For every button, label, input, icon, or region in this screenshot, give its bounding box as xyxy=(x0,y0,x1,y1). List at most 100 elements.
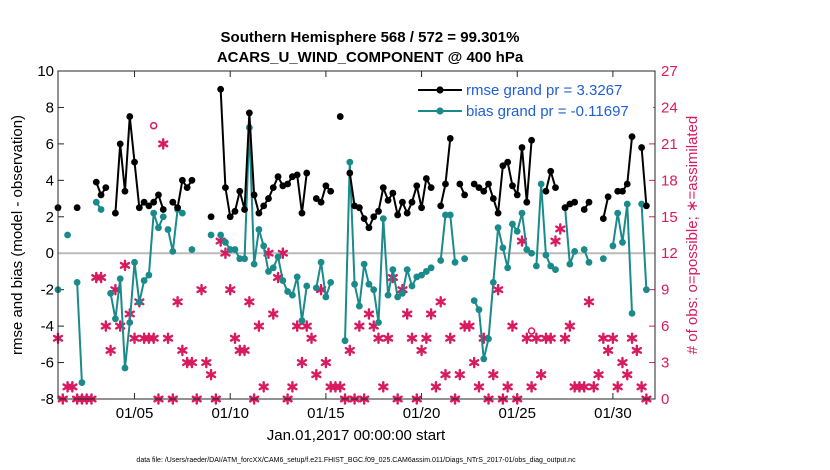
obs-assimilated-marker xyxy=(373,332,384,345)
bias-point xyxy=(504,264,512,272)
bias-line-segment xyxy=(76,282,83,383)
bias-point xyxy=(341,337,349,345)
y-tick-label: -8 xyxy=(41,391,54,408)
obs-asterisk-stroke xyxy=(440,371,451,379)
rmse-point xyxy=(642,202,650,210)
right-axis: 0 3 6 9 12 15 18 21 24 27 xyxy=(649,63,678,408)
obs-possible-marker xyxy=(527,327,536,335)
obs-asterisk-stroke xyxy=(622,371,633,379)
obs-asterisk-stroke xyxy=(172,298,183,306)
bias-point xyxy=(389,266,397,274)
obs-assimilated-marker xyxy=(617,356,628,369)
bias-point xyxy=(609,242,617,250)
rmse-point xyxy=(274,173,282,181)
obs-asterisk-stroke xyxy=(579,383,590,391)
bias-point xyxy=(370,286,378,294)
rmse-point xyxy=(140,198,148,206)
obs-assimilated-marker xyxy=(564,320,576,332)
rmse-point xyxy=(379,184,387,192)
bias-point xyxy=(571,248,579,255)
rmse-point xyxy=(360,215,368,223)
rmse-point xyxy=(523,198,531,206)
obs-asterisk-stroke xyxy=(430,383,442,391)
rmse-point xyxy=(178,176,186,184)
rmse-point xyxy=(599,215,607,223)
obs-asterisk-stroke xyxy=(368,322,379,330)
obs-asterisk-stroke xyxy=(205,371,217,379)
obs-asterisk-stroke xyxy=(186,359,198,367)
y-tick-label: 10 xyxy=(37,63,54,80)
rmse-point xyxy=(260,202,268,210)
rmse-point xyxy=(461,191,469,199)
rmse-point xyxy=(389,189,397,197)
obs-asterisk-stroke xyxy=(119,261,131,269)
y-tick-label: -6 xyxy=(41,355,54,372)
rmse-point xyxy=(102,184,110,192)
obs-assimilated-marker xyxy=(162,332,174,345)
legend-box xyxy=(412,82,653,122)
obs-assimilated-marker xyxy=(287,381,298,393)
obs-asterisk-stroke xyxy=(564,322,576,330)
obs-asterisk-stroke xyxy=(550,237,561,245)
rmse-point xyxy=(169,198,177,206)
bias-point xyxy=(327,278,335,286)
y-tick-label: -2 xyxy=(41,282,54,299)
bias-point xyxy=(351,280,358,288)
rmse-point xyxy=(217,85,225,93)
obs-assimilated-marker xyxy=(492,283,504,296)
obs-assimilated-marker xyxy=(105,344,116,357)
obs-asterisk-stroke xyxy=(468,359,480,367)
rmse-point xyxy=(604,193,612,201)
obs-assimilated-marker xyxy=(344,344,355,357)
x-axis: 01/05 01/10 01/15 01/20 01/25 01/30 xyxy=(116,71,632,422)
bias-point xyxy=(126,319,134,326)
y-tick-label: 4 xyxy=(46,172,54,189)
rmse-point xyxy=(638,144,646,151)
bias-point xyxy=(461,255,469,263)
obs-asterisk-stroke xyxy=(545,334,556,342)
obs-assimilated-marker xyxy=(526,381,537,393)
rmse-point xyxy=(207,213,215,221)
obs-asterisk-stroke xyxy=(373,334,384,342)
obs-assimilated-marker xyxy=(622,368,633,381)
obs-assimilated-marker xyxy=(186,356,198,369)
obs-assimilated-marker xyxy=(67,381,78,393)
bias-point xyxy=(92,198,100,206)
obs-asterisk-stroke xyxy=(162,334,174,342)
obs-asterisk-stroke xyxy=(67,383,78,391)
rmse-point xyxy=(427,184,435,192)
rmse-line-segment xyxy=(640,147,648,206)
obs-asterisk-stroke xyxy=(311,371,322,379)
rmse-point xyxy=(126,113,134,120)
obs-assimilated-marker xyxy=(196,283,207,296)
obs-asterisk-stroke xyxy=(291,322,303,330)
bias-point xyxy=(489,278,497,286)
obs-asterisk-stroke xyxy=(492,286,504,294)
obs-assimilated-marker xyxy=(588,381,599,393)
rmse-point xyxy=(518,144,526,151)
obs-asterisk-stroke xyxy=(464,322,475,330)
bias-point xyxy=(494,224,502,232)
rmse-point xyxy=(475,184,483,192)
obs-assimilated-marker xyxy=(416,344,427,357)
bias-point xyxy=(178,209,186,217)
obs-assimilated-marker xyxy=(464,320,475,332)
data-file-footer: data file: /Users/raeder/DAI/ATM_forcXX/… xyxy=(136,457,576,464)
obs-assimilated-marker xyxy=(402,308,413,320)
x-tick-label: 01/05 xyxy=(116,405,154,422)
obs-asterisk-stroke xyxy=(95,274,107,282)
obs-asterisk-stroke xyxy=(129,334,140,342)
bias-point xyxy=(274,253,282,261)
obs-asterisk-stroke xyxy=(320,359,332,367)
obs-assimilated-marker xyxy=(95,271,107,284)
bias-point xyxy=(628,309,636,317)
obs-assimilated-marker xyxy=(100,320,112,332)
obs-asterisk-stroke xyxy=(177,346,188,354)
obs-assimilated-marker xyxy=(531,332,542,345)
obs-asterisk-stroke xyxy=(229,334,241,342)
obs-assimilated-marker xyxy=(378,381,389,393)
obs-asterisk-stroke xyxy=(612,383,623,391)
bias-point xyxy=(231,246,239,253)
obs-assimilated-marker xyxy=(320,356,332,369)
